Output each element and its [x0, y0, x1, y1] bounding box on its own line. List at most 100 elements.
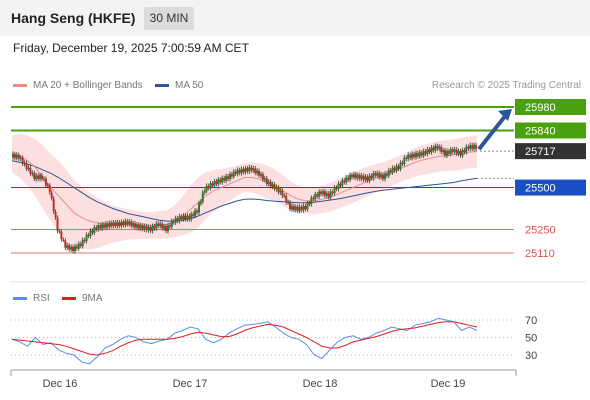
candle-body	[246, 168, 249, 172]
candle-body	[58, 231, 61, 233]
candle-body	[281, 190, 284, 196]
candle-body	[446, 150, 448, 156]
oscillator-tick-30: 30	[525, 350, 537, 362]
chart-timestamp: Friday, December 19, 2025 7:00:59 AM CET	[13, 41, 249, 55]
candle-body	[41, 175, 43, 179]
candle-body	[368, 175, 371, 181]
candle-body	[132, 223, 135, 227]
candle-body	[467, 146, 470, 149]
candle-body	[265, 178, 268, 184]
candle-body	[103, 224, 105, 228]
candle-body	[442, 150, 445, 153]
candle-body	[283, 195, 286, 197]
candle-body	[242, 169, 245, 173]
candle-body	[447, 151, 450, 154]
candle-body	[232, 171, 235, 177]
candle-body	[122, 222, 125, 225]
candle-body	[389, 170, 392, 173]
candle-body	[77, 243, 80, 249]
candle-body	[120, 221, 123, 227]
candle-body	[451, 149, 454, 152]
candle-body	[440, 146, 443, 152]
candle-body	[465, 146, 468, 153]
candle-body	[475, 145, 477, 149]
candle-body	[72, 246, 74, 251]
legend-rsi-label: RSI	[33, 293, 50, 304]
candle-body	[15, 154, 18, 159]
candle-body	[380, 174, 383, 178]
candle-body	[209, 183, 212, 189]
candle-body	[310, 197, 313, 205]
candle-body	[147, 226, 150, 231]
candle-body	[174, 217, 177, 223]
candle-body	[25, 162, 28, 169]
level-label-box-last	[515, 143, 586, 160]
candles	[12, 142, 477, 254]
candle-body	[294, 206, 297, 211]
candle-body	[165, 226, 167, 231]
candle-body	[190, 213, 193, 220]
candle-body	[19, 157, 22, 159]
ma50-line	[11, 160, 478, 222]
candle-body	[81, 239, 84, 247]
x-tick-label: Dec 16	[43, 378, 78, 390]
candle-body	[339, 183, 342, 186]
candle-body	[279, 190, 282, 193]
candle-body	[327, 193, 330, 198]
candle-body	[213, 181, 216, 186]
candle-body	[221, 177, 224, 183]
candle-body	[320, 191, 322, 194]
candle-body	[167, 225, 169, 232]
candle-body	[376, 172, 379, 176]
level-label-box-25980	[515, 99, 586, 115]
candle-body	[192, 214, 195, 216]
candle-body	[333, 187, 336, 194]
candle-body	[188, 215, 191, 220]
candle-body	[124, 220, 127, 226]
candle-body	[318, 191, 321, 197]
interval-badge[interactable]: 30 MIN	[144, 7, 194, 30]
candle-body	[35, 175, 38, 180]
candle-body	[134, 223, 136, 228]
candle-body	[405, 157, 408, 159]
candle-body	[99, 225, 102, 229]
candle-body	[254, 168, 257, 173]
candle-body	[261, 174, 264, 180]
candle-body	[343, 180, 346, 183]
candle-body	[93, 227, 96, 233]
candle-body	[382, 174, 384, 179]
candle-body	[44, 178, 47, 186]
candle-body	[428, 149, 431, 152]
candle-body	[393, 167, 396, 171]
candle-body	[289, 202, 291, 209]
candle-body	[263, 178, 266, 180]
candle-body	[473, 144, 476, 149]
candle-body	[444, 150, 446, 156]
candle-body	[347, 177, 350, 180]
candle-body	[95, 227, 98, 230]
candle-body	[353, 173, 355, 178]
candle-body	[168, 225, 171, 227]
candle-body	[275, 186, 278, 190]
candle-body	[349, 174, 352, 180]
legend-ma20-label: MA 20 + Bollinger Bands	[33, 80, 143, 91]
candle-body	[130, 221, 133, 226]
target-arrow-shaft	[477, 113, 508, 151]
candle-body	[432, 147, 435, 151]
candle-body	[399, 162, 402, 169]
candle-body	[182, 215, 185, 220]
candle-body	[258, 170, 260, 176]
legend-9ma-label: 9MA	[82, 293, 103, 304]
candle-body	[66, 244, 69, 248]
candle-body	[372, 173, 375, 179]
candle-body	[159, 223, 162, 227]
candle-body	[463, 150, 466, 152]
candle-body	[13, 154, 16, 158]
candle-body	[325, 192, 328, 196]
x-tick-label: Dec 18	[303, 378, 338, 390]
candle-body	[54, 211, 57, 218]
legend-9ma: 9MA	[62, 293, 103, 304]
candle-body	[194, 210, 197, 217]
oscillator-tick-70: 70	[525, 315, 537, 327]
